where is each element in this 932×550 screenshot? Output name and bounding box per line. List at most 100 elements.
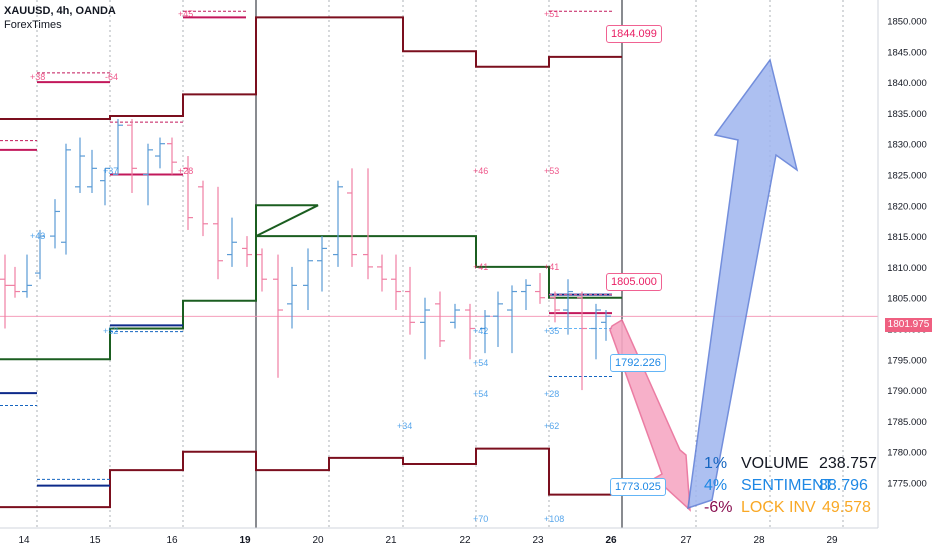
price-bar: [61, 143, 71, 255]
price-tick-label: 1850.000: [887, 17, 927, 28]
time-tick-label: 22: [459, 535, 471, 546]
price-tick-label: 1780.000: [887, 448, 927, 459]
count-label: +108: [544, 514, 564, 524]
price-bar: [0, 254, 10, 329]
count-label: +41: [473, 262, 488, 272]
time-tick-label: 27: [680, 535, 692, 546]
price-bar: [333, 180, 343, 267]
stat-value: 238.757: [819, 455, 877, 472]
count-label: +37: [103, 166, 118, 176]
price-bar: [50, 199, 60, 249]
price-tick-label: 1805.000: [887, 294, 927, 305]
price-bar: [480, 310, 490, 354]
author-label: ForexTimes: [4, 19, 62, 31]
count-label: +70: [473, 514, 488, 524]
count-label: +46: [473, 166, 488, 176]
price-bar: [287, 266, 297, 329]
price-bar: [435, 291, 445, 347]
price-bar: [563, 279, 573, 335]
stat-label: LOCK INV: [741, 499, 816, 516]
price-tick-label: 1835.000: [887, 109, 927, 120]
count-label: +62: [544, 421, 559, 431]
price-bar: [10, 266, 20, 298]
pivot-level-line: [0, 204, 622, 361]
price-tick-label: 1785.000: [887, 417, 927, 428]
price-bar: [273, 254, 283, 378]
level-tag-1844: 1844.099: [606, 25, 662, 43]
time-tick-label: 16: [166, 535, 178, 546]
stat-pct: 4%: [704, 477, 728, 494]
count-label: +43: [30, 231, 45, 241]
price-tick-label: 1810.000: [887, 263, 927, 274]
time-tick-label: 23: [532, 535, 544, 546]
price-bar: [113, 119, 123, 176]
count-label: -64: [105, 72, 118, 82]
count-label: +54: [473, 358, 488, 368]
current-price-label: 1801.975: [885, 318, 932, 332]
time-tick-label: 15: [89, 535, 101, 546]
time-tick-label: 29: [826, 535, 838, 546]
price-bar: [75, 137, 85, 193]
price-bar: [535, 273, 545, 304]
price-bar: [317, 236, 327, 292]
price-bar: [127, 119, 137, 193]
price-bar: [521, 279, 531, 311]
count-label: +51: [544, 9, 559, 19]
price-bar: [601, 310, 611, 341]
stat-label: SENTIMENT: [741, 477, 834, 494]
count-label: +53: [544, 166, 559, 176]
price-bar: [591, 303, 601, 360]
count-label: +38: [30, 72, 45, 82]
stat-pct: 1%: [704, 455, 728, 472]
time-tick-label: 14: [18, 535, 30, 546]
price-bar: [143, 143, 153, 206]
stat-pct: -6%: [704, 499, 733, 516]
price-bar: [167, 137, 177, 175]
count-label: +54: [473, 389, 488, 399]
price-tick-label: 1815.000: [887, 232, 927, 243]
count-label: +42: [473, 326, 488, 336]
symbol-title: XAUUSD, 4h, OANDA: [4, 5, 116, 17]
price-bar: [493, 291, 503, 347]
price-bar: [227, 217, 237, 267]
price-bar: [377, 254, 387, 292]
price-bar: [405, 266, 415, 335]
price-tick-label: 1830.000: [887, 140, 927, 151]
price-bar: [391, 254, 401, 311]
price-bar: [550, 291, 560, 323]
price-bar: [303, 248, 313, 311]
count-label: +35: [544, 326, 559, 336]
price-bar: [420, 297, 430, 360]
price-tick-label: 1820.000: [887, 201, 927, 212]
price-tick-label: 1775.000: [887, 479, 927, 490]
time-tick-label: 21: [385, 535, 397, 546]
price-bar: [213, 186, 223, 280]
time-tick-label: 28: [753, 535, 765, 546]
price-bar: [450, 303, 460, 329]
count-label: +34: [397, 421, 412, 431]
level-lines: [0, 10, 622, 509]
time-tick-label: 19: [239, 535, 251, 546]
count-label: +28: [178, 166, 193, 176]
level-tag-1805: 1805.000: [606, 273, 662, 291]
stat-value: 88.796: [819, 477, 868, 494]
count-label: +41: [544, 262, 559, 272]
stat-value: 49.578: [822, 499, 871, 516]
up-arrow: [687, 58, 799, 510]
price-bar: [183, 156, 193, 230]
price-tick-label: 1795.000: [887, 355, 927, 366]
level-count-labels: +38 -64 +45 +51 +37 +28 +46 +53 +43 +41 +41 +42 +54 +…: [30, 9, 564, 524]
price-bars: [0, 119, 611, 391]
count-label: +28: [544, 389, 559, 399]
level-tag-1792: 1792.226: [610, 354, 666, 372]
price-bar: [198, 180, 208, 237]
support-level-line: [0, 447, 622, 509]
price-bar: [363, 168, 373, 280]
price-tick-label: 1825.000: [887, 171, 927, 182]
price-bar: [35, 229, 45, 280]
price-bar: [242, 236, 252, 267]
price-tick-label: 1790.000: [887, 386, 927, 397]
time-tick-label: 20: [312, 535, 324, 546]
price-tick-label: 1840.000: [887, 78, 927, 89]
price-bar: [155, 137, 165, 169]
